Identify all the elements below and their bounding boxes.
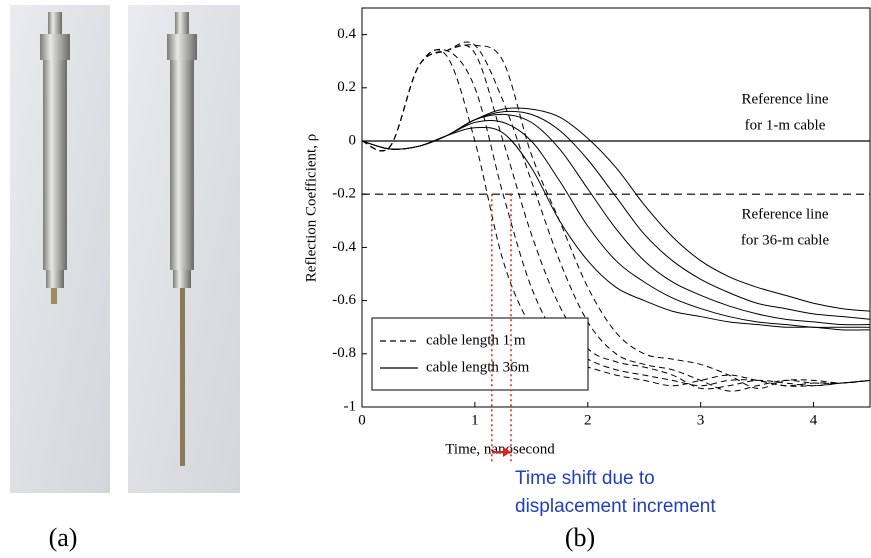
reference-label: for 1-m cable	[745, 117, 826, 133]
panel-label: (a)	[49, 523, 78, 552]
series-line	[362, 44, 870, 389]
x-tick-label: 0	[358, 412, 366, 428]
y-tick-label: 0	[349, 132, 357, 148]
y-axis-label: Reflection Coefficient, ρ	[303, 134, 319, 282]
y-tick-label: 0.4	[337, 26, 356, 42]
y-tick-label: -0.2	[332, 186, 356, 202]
reference-label: for 36-m cable	[741, 233, 830, 249]
x-tick-label: 1	[471, 412, 479, 428]
photo-probe-long	[128, 5, 240, 493]
panel-label: (b)	[565, 523, 595, 552]
legend-label: cable length 1 m	[426, 332, 526, 348]
y-tick-label: -0.8	[332, 345, 356, 361]
series-line	[362, 107, 870, 312]
reference-label: Reference line	[741, 207, 828, 223]
x-tick-label: 2	[584, 412, 592, 428]
legend-box	[371, 317, 589, 391]
shift-label: Time shift due to	[515, 468, 655, 489]
y-tick-label: -0.4	[332, 239, 356, 255]
x-tick-label: 3	[697, 412, 705, 428]
y-tick-label: -0.6	[332, 292, 356, 308]
shift-arrow-head	[503, 447, 512, 457]
plot-frame	[361, 7, 871, 408]
shift-label: displacement increment	[515, 496, 716, 517]
y-tick-label: -1	[344, 398, 357, 414]
y-tick-label: 0.2	[337, 79, 356, 95]
photo-probe-short	[10, 5, 110, 493]
x-axis-label: Time, nanosecond	[445, 441, 555, 457]
x-tick-label: 4	[810, 412, 818, 428]
reference-label: Reference line	[741, 91, 828, 107]
legend-label: cable length 36m	[426, 359, 530, 375]
series-line	[362, 119, 870, 328]
